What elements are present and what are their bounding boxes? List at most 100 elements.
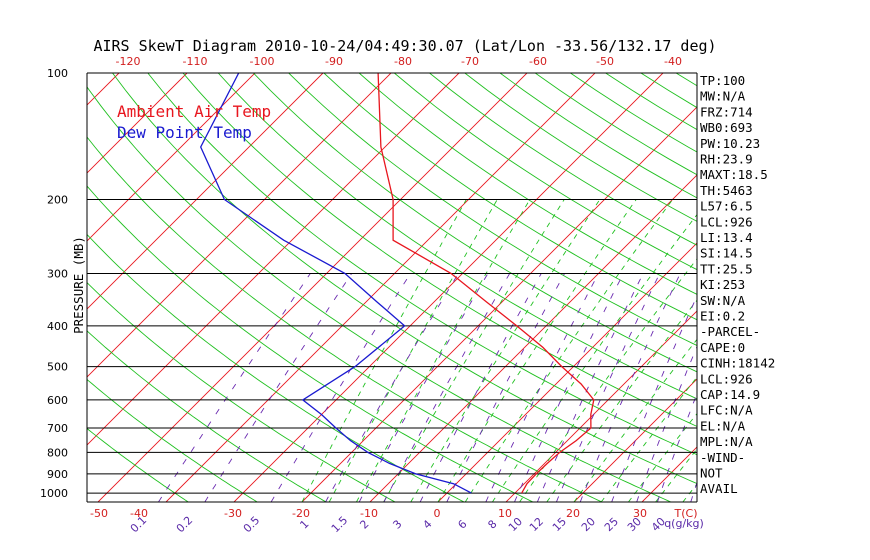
- mixing-ratio-line: [419, 273, 542, 502]
- isotherm-line: [87, 73, 460, 446]
- top-temp-tick-label: -110: [183, 55, 208, 68]
- bottom-temp-tick-label: 30: [633, 507, 647, 520]
- top-temp-tick-label: -70: [461, 55, 479, 68]
- isotherm-line: [97, 73, 528, 502]
- dry-adiabat-line: [253, 73, 697, 373]
- index-item: SI:14.5: [700, 246, 753, 261]
- dry-adiabat-line: [464, 73, 697, 222]
- mixing-ratio-line: [358, 273, 489, 502]
- pressure-tick-label: 800: [47, 446, 68, 459]
- moist-adiabat-line: [628, 412, 697, 502]
- pressure-tick-label: 900: [47, 468, 68, 481]
- mixing-ratio-label: 0.2: [174, 514, 196, 536]
- legend: Ambient Air Temp Dew Point Temp: [117, 102, 271, 142]
- pressure-tick-label: 100: [47, 67, 68, 80]
- mixing-ratio-line: [555, 273, 661, 502]
- mixing-ratio-label: 20: [579, 515, 598, 534]
- grid-lines: [0, 73, 870, 502]
- isotherm-line: [0, 73, 51, 502]
- pressure-tick-label: 700: [47, 422, 68, 435]
- mixing-ratio-line: [204, 273, 353, 502]
- moist-adiabat-line: [492, 213, 697, 502]
- index-item: LCL:926: [700, 371, 753, 386]
- top-temp-tick-label: -90: [325, 55, 343, 68]
- legend-ambient-air-temp: Ambient Air Temp: [117, 102, 271, 121]
- index-item: LCL:926: [700, 214, 753, 229]
- index-item: MAXT:18.5: [700, 167, 768, 182]
- index-item: MW:N/A: [700, 89, 746, 104]
- dew-point-temp-line: [199, 73, 472, 494]
- index-item: -WIND-: [700, 450, 745, 465]
- moist-adiabat-line: [301, 199, 467, 502]
- pressure-tick-label: 600: [47, 394, 68, 407]
- dry-adiabat-line: [323, 73, 697, 321]
- bottom-temp-tick-label: -10: [360, 507, 378, 520]
- index-item: TP:100: [700, 73, 745, 88]
- index-item: AVAIL: [700, 481, 738, 496]
- bottom-temp-tick-label: 20: [566, 507, 580, 520]
- top-temp-tick-label: -100: [250, 55, 275, 68]
- top-temp-tick-label: -60: [529, 55, 547, 68]
- mixing-ratio-line: [383, 273, 511, 502]
- index-item: MPL:N/A: [700, 434, 753, 449]
- dry-adiabat-line: [288, 73, 697, 347]
- mixing-ratio-line: [158, 273, 311, 502]
- isotherm-line: [573, 378, 697, 502]
- bottom-temp-tick-label: -50: [90, 507, 108, 520]
- index-item: CINH:18142: [700, 356, 775, 371]
- isotherm-line: [87, 73, 392, 378]
- bottom-temp-tick-label: -40: [130, 507, 148, 520]
- mixing-ratio-label: 0.5: [241, 514, 263, 536]
- dry-adiabat-line: [394, 73, 697, 271]
- chart-title: AIRS SkewT Diagram 2010-10-24/04:49:30.0…: [93, 37, 716, 55]
- y-axis-label: PRESSURE (MB): [71, 236, 86, 334]
- top-temp-tick-label: -40: [664, 55, 682, 68]
- mixing-ratio-line: [514, 273, 624, 502]
- isotherm-line: [87, 73, 188, 174]
- isotherm-line: [87, 73, 256, 242]
- bottom-temp-tick-label: -30: [224, 507, 242, 520]
- mixing-ratio-label: 3: [390, 517, 404, 531]
- index-item: SW:N/A: [700, 293, 746, 308]
- dry-adiabat-line: [87, 427, 189, 502]
- index-item: KI:253: [700, 277, 745, 292]
- top-temp-tick-label: -50: [596, 55, 614, 68]
- mixing-ratio-label: 12: [527, 515, 546, 534]
- mixing-ratio-label: 4: [420, 517, 434, 531]
- dry-adiabat-line: [112, 73, 697, 485]
- bottom-temp-tick-label: 10: [498, 507, 512, 520]
- index-item: NOT: [700, 466, 723, 481]
- legend-dew-point-temp: Dew Point Temp: [117, 123, 252, 142]
- stability-indices: TP:100MW:N/AFRZ:714WB0:693PW:10.23RH:23.…: [700, 73, 775, 496]
- top-temp-tick-label: -120: [116, 55, 141, 68]
- moist-adiabat-line: [328, 199, 498, 502]
- pressure-tick-label: 200: [47, 193, 68, 206]
- series-group: [199, 73, 595, 494]
- moist-adiabat-line: [464, 199, 674, 502]
- index-item: LFC:N/A: [700, 403, 753, 418]
- moist-adiabat-line: [600, 376, 697, 502]
- pressure-tick-label: 300: [47, 267, 68, 280]
- moist-adiabat-line: [383, 199, 565, 502]
- dry-adiabat-line: [747, 73, 870, 502]
- mixing-ratio-label: 1.5: [329, 514, 351, 536]
- moist-adiabat-line: [519, 258, 697, 502]
- series-layer: [199, 73, 595, 494]
- ambient-air-temp-line: [377, 73, 595, 494]
- isotherm-line: [437, 242, 697, 502]
- isotherm-line: [301, 106, 697, 502]
- moist-adiabat-line: [573, 338, 697, 502]
- pressure-tick-label: 1000: [40, 487, 68, 500]
- pressure-tick-label: 500: [47, 361, 68, 374]
- isotherm-line: [233, 73, 664, 502]
- mixing-ratio-line: [270, 273, 411, 502]
- bottom-unit-label: T(C): [674, 507, 698, 520]
- index-item: LI:13.4: [700, 230, 753, 245]
- index-item: RH:23.9: [700, 152, 753, 167]
- isotherm-line: [165, 73, 596, 502]
- index-item: FRZ:714: [700, 104, 753, 119]
- isotherm-line: [778, 73, 870, 502]
- moist-adiabat-line: [655, 448, 697, 502]
- dry-adiabat-line: [87, 330, 327, 502]
- dry-adiabat-line: [87, 233, 465, 502]
